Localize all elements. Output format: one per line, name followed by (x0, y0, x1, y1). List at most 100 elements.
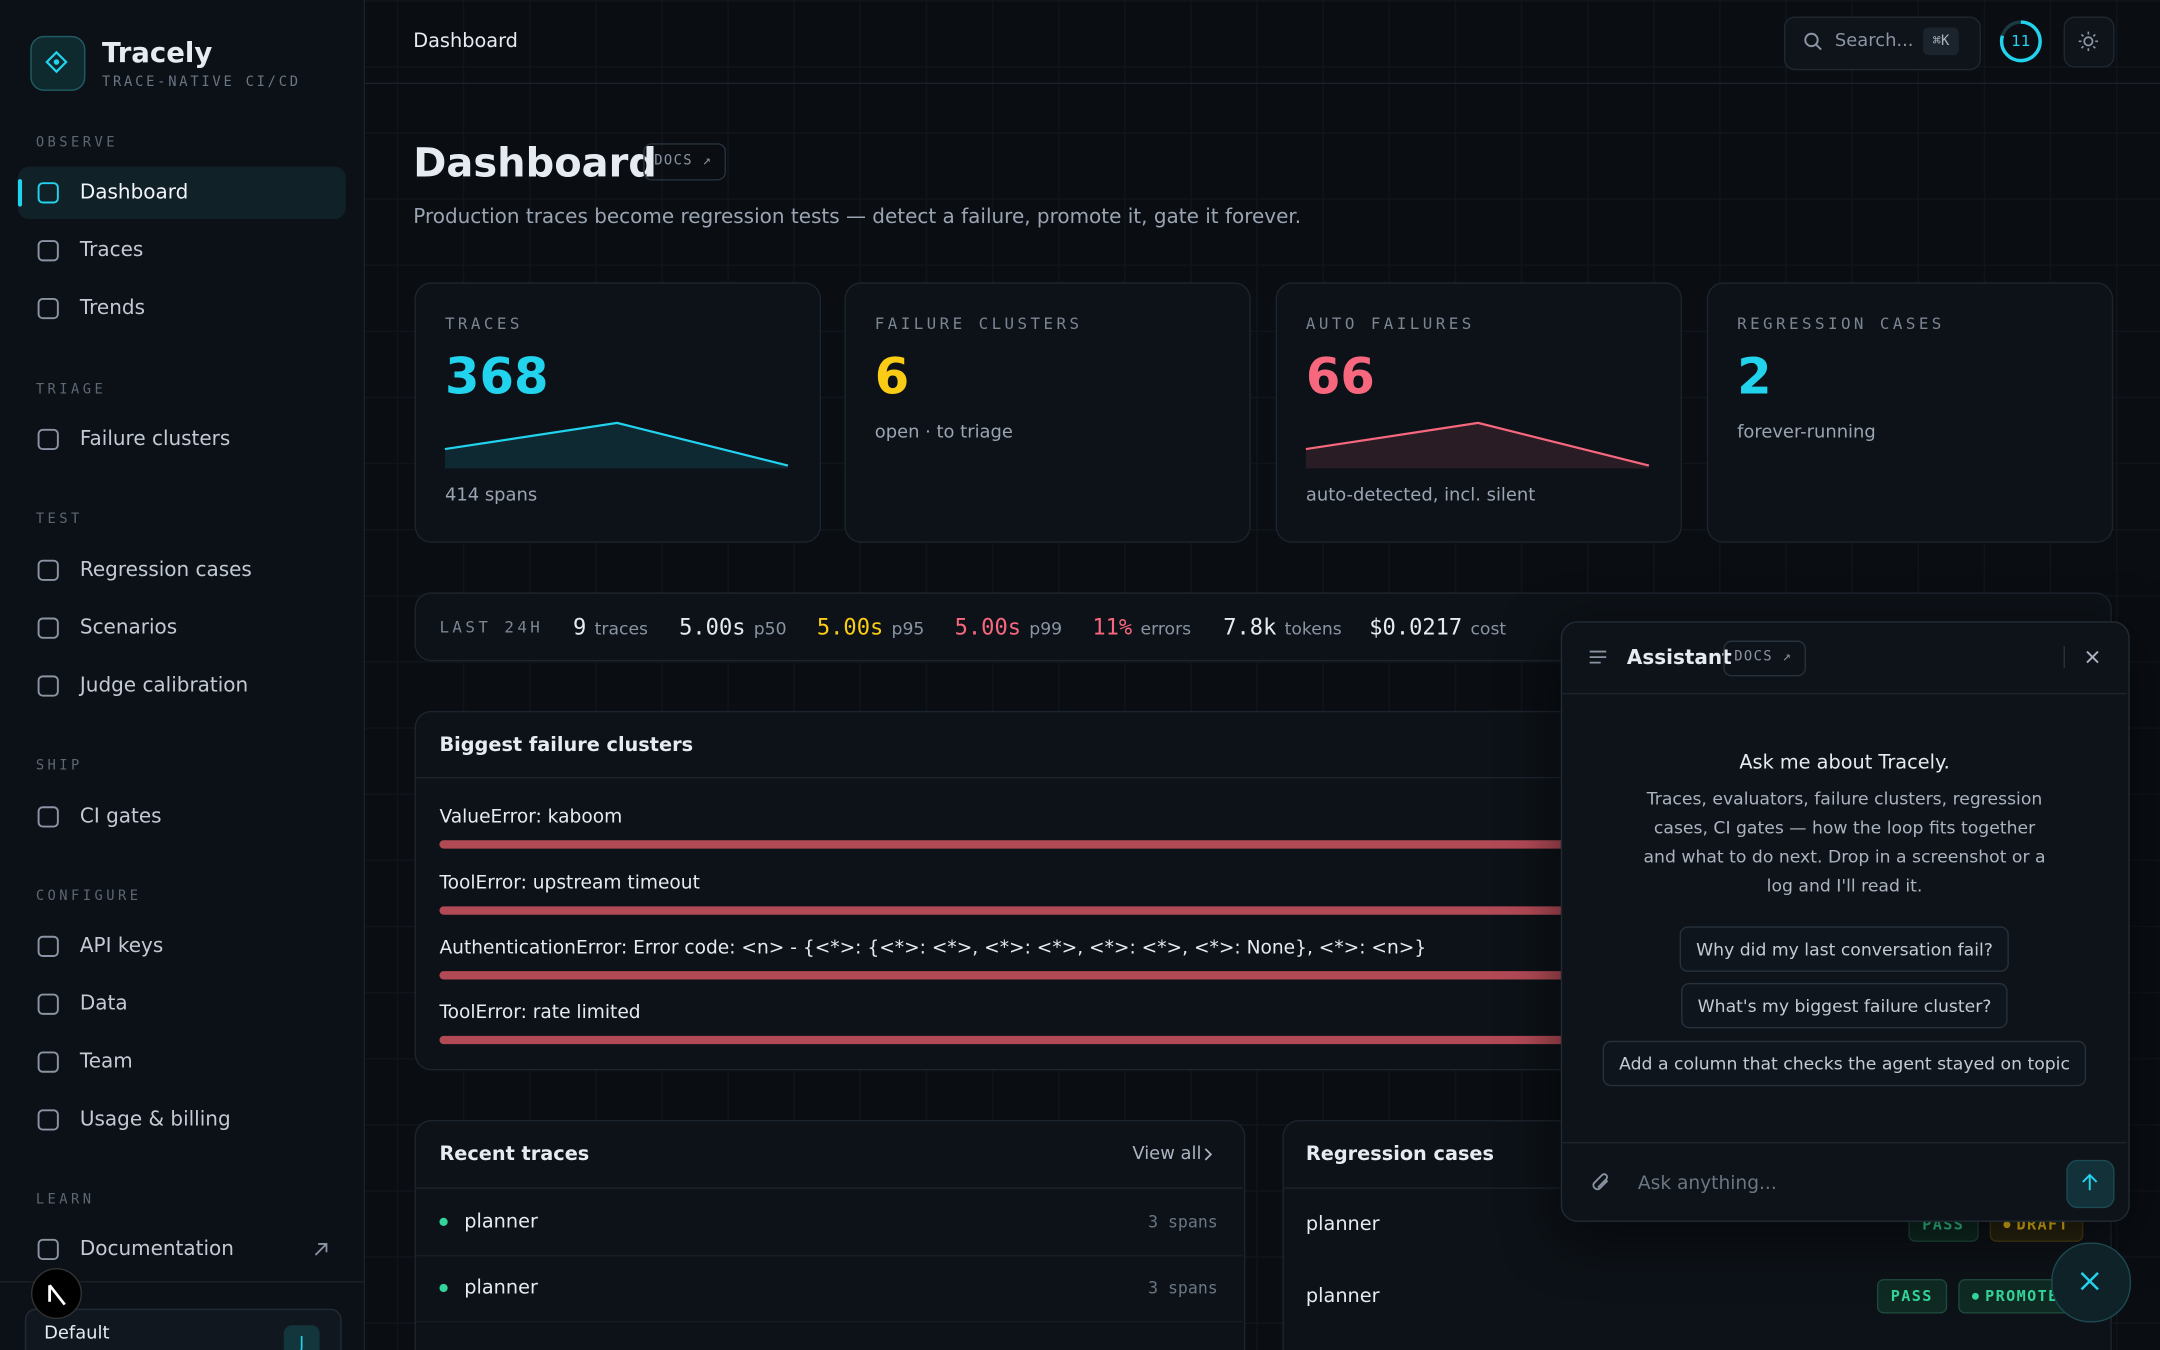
stat-label: cost (1470, 617, 1507, 639)
nav-icon (37, 240, 59, 262)
docs-link[interactable]: DOCS ↗ (654, 153, 713, 169)
nav-section: TRIAGE (35, 382, 107, 398)
shortcut: ⌘K (1932, 33, 1950, 49)
card-label: AUTO FAILURES (1305, 314, 1475, 334)
nav-icon (37, 675, 59, 697)
panel-title: Recent traces (439, 1143, 590, 1166)
nav-item[interactable]: Judge calibration (79, 674, 249, 698)
sun-icon (2078, 31, 2099, 51)
stat-value: 5.00s (679, 613, 746, 640)
card-caption: 414 spans (444, 485, 538, 507)
stat-item: 11% errors (1092, 614, 1191, 640)
cluster-name[interactable]: ValueError: kaboom (439, 805, 623, 828)
sidebar (0, 0, 366, 1350)
badge-dot (2002, 1221, 2010, 1229)
suggestion[interactable]: Why did my last conversation fail? (1679, 926, 2010, 972)
nav-item[interactable]: Regression cases (79, 559, 252, 582)
docs-link[interactable]: DOCS ↗ (1734, 649, 1793, 665)
nav-item[interactable]: Traces (79, 239, 144, 262)
nav-item[interactable]: Documentation (79, 1238, 234, 1261)
panel-title: Biggest failure clusters (439, 734, 694, 757)
stat-item: 7.8k tokens (1223, 614, 1341, 640)
nav-icon (37, 182, 59, 204)
case-name[interactable]: planner (1305, 1285, 1380, 1308)
search-placeholder: Search... (1834, 30, 1914, 52)
case-name[interactable]: planner (1305, 1213, 1380, 1236)
stats-label: LAST 24H (439, 617, 544, 637)
cluster-name[interactable]: ToolError: rate limited (439, 1001, 641, 1024)
trace-name[interactable]: planner (464, 1276, 538, 1300)
card-label: TRACES (444, 314, 523, 334)
stat-card (414, 282, 822, 543)
card-caption: auto-detected, incl. silent (1305, 485, 1536, 507)
nav-icon (37, 297, 59, 320)
avatar (283, 1325, 320, 1350)
assistant-title: Assistant (1626, 647, 1732, 670)
stat-value: $0.0217 (1369, 613, 1463, 640)
panel-divider (416, 776, 2110, 779)
nav-item[interactable]: Team (79, 1051, 133, 1074)
menu-icon (1589, 650, 1607, 664)
close-icon[interactable] (2086, 650, 2100, 664)
assistant-panel (1560, 621, 2130, 1222)
stat-value: 9 (573, 613, 587, 640)
stat-item: $0.0217 cost (1369, 614, 1506, 640)
theme-toggle[interactable] (2063, 16, 2115, 68)
panel-title: Regression cases (1305, 1143, 1494, 1166)
nav-item[interactable]: Scenarios (79, 617, 178, 640)
card-caption: forever-running (1737, 422, 1876, 443)
stat-label: traces (594, 617, 649, 639)
stat-card (844, 282, 1251, 543)
badge-text: PASS (1890, 1287, 1933, 1306)
chat-input[interactable]: Ask anything... (1637, 1172, 1777, 1195)
chevron (1204, 1148, 1213, 1161)
docs-badge[interactable] (643, 143, 726, 181)
nav-section: OBSERVE (35, 135, 118, 151)
docs-badge[interactable] (1723, 640, 1806, 677)
nav-icon (37, 428, 59, 451)
breadcrumb: Dashboard (413, 30, 518, 53)
nav-section: SHIP (35, 758, 83, 774)
tagline: TRACE-NATIVE CI/CD (101, 75, 301, 91)
nav-item[interactable]: Trends (79, 297, 145, 320)
nav-item[interactable]: CI gates (79, 805, 162, 828)
cluster-bar (439, 906, 2086, 915)
nav-icon (37, 806, 59, 828)
cluster-name[interactable]: AuthenticationError: Error code: <n> - {… (439, 936, 1427, 959)
badge-text: PROMOTED (1985, 1287, 2070, 1306)
view-all[interactable]: View all (1132, 1144, 1202, 1165)
nav-item[interactable]: Usage & billing (79, 1108, 231, 1131)
stat-label: errors (1140, 617, 1192, 639)
nav-item[interactable]: API keys (79, 935, 164, 958)
attach-icon[interactable] (1591, 1172, 1610, 1191)
nav-active (17, 166, 346, 220)
trace-spans: 3 spans (1148, 1278, 1218, 1298)
nav-active-bar (17, 179, 23, 207)
nav-item[interactable]: Dashboard (79, 181, 189, 204)
trace-name[interactable]: planner (464, 1210, 538, 1233)
sparkline (1305, 421, 1650, 469)
stat-value: 7.8k (1223, 613, 1277, 640)
panel-divider (416, 1187, 1243, 1189)
nav-item[interactable]: Failure clusters (79, 428, 231, 451)
assistant-body: Traces, evaluators, failure clusters, re… (1643, 787, 2046, 896)
suggestion[interactable]: Add a column that checks the agent staye… (1602, 1040, 2087, 1087)
card-value: 368 (444, 349, 549, 406)
notification-count: 11 (2011, 32, 2031, 51)
nav-icon (37, 1238, 59, 1261)
suggestion[interactable]: What's my biggest failure cluster? (1681, 982, 2008, 1029)
logo-icon (45, 50, 68, 74)
cluster-name[interactable]: ToolError: upstream timeout (439, 871, 700, 895)
header-sep (2063, 646, 2065, 669)
nav-icon (37, 1051, 59, 1073)
card-caption: open · to triage (874, 422, 1013, 443)
nav-icon (37, 935, 59, 957)
status-dot (439, 1283, 448, 1293)
nav-icon (37, 559, 59, 581)
nav-item[interactable]: Data (79, 993, 128, 1016)
sidebar-divider (0, 1281, 364, 1283)
trace-spans: 3 spans (1148, 1212, 1218, 1232)
stat-card (1275, 282, 1682, 543)
nav-icon (37, 993, 59, 1015)
stat-value: 5.00s (954, 613, 1022, 640)
